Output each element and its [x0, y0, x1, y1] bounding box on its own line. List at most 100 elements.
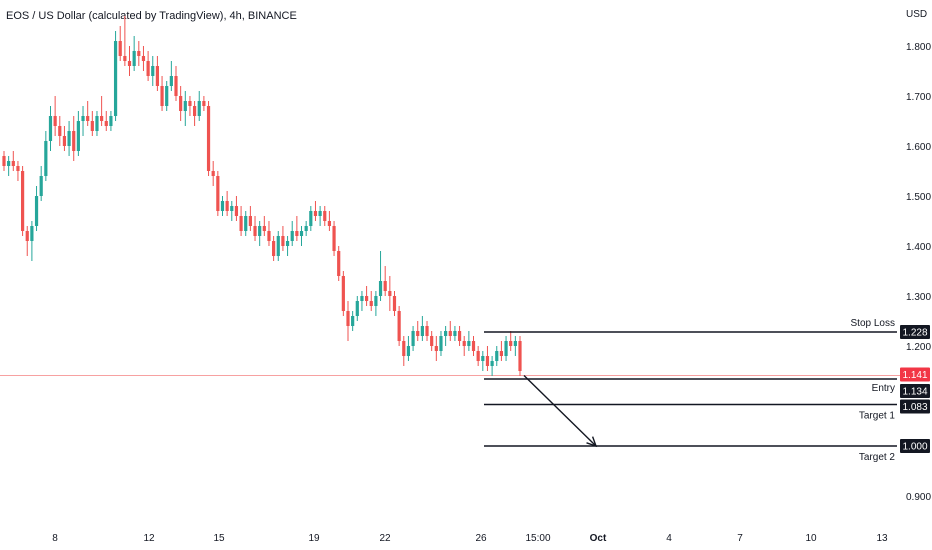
candle-body	[425, 326, 429, 336]
candle-body	[374, 296, 378, 306]
candle-body	[509, 341, 513, 346]
candle-body	[355, 301, 359, 316]
candle-body	[206, 106, 211, 171]
candle-body	[388, 291, 392, 296]
candle-body	[146, 61, 150, 76]
price-tag-label: 1.141	[902, 370, 927, 381]
y-tick-label: 0.900	[906, 492, 931, 503]
price-tag-label: 1.228	[902, 328, 927, 339]
time-axis: 8 12 15 19 22 26 15:00 Oct 4 7 10 13	[52, 533, 888, 544]
candle-body	[364, 296, 369, 301]
candle-body	[123, 56, 127, 61]
x-tick-label: 4	[666, 533, 672, 544]
candle-body	[406, 346, 411, 356]
candle-body	[457, 331, 462, 341]
x-tick-label: 12	[143, 533, 155, 544]
arrow-head	[586, 436, 598, 448]
level-label: Stop Loss	[851, 318, 895, 329]
y-tick-label: 1.700	[906, 92, 931, 103]
candle-body	[211, 171, 215, 176]
x-tick-label: 26	[475, 533, 487, 544]
candle-body	[518, 341, 522, 371]
x-tick-label: 13	[876, 533, 888, 544]
candle-body	[67, 131, 71, 146]
candle-body	[392, 296, 397, 311]
candle-body	[281, 236, 285, 246]
x-tick-label: Oct	[590, 533, 607, 544]
candle-body	[234, 206, 239, 216]
candle-body	[165, 86, 169, 106]
price-tag	[900, 325, 930, 339]
trade-levels: Stop Loss Entry Target 1 Target 2	[484, 318, 897, 463]
candle-body	[48, 116, 53, 141]
price-tag	[900, 399, 930, 414]
candle-body	[285, 241, 290, 246]
y-tick-label: 1.400	[906, 242, 931, 253]
candle-body	[141, 56, 146, 61]
x-tick-label: 10	[805, 533, 817, 544]
candle-body	[299, 231, 304, 236]
candle-body	[420, 326, 424, 336]
x-tick-label: 15:00	[525, 533, 550, 544]
candle-body	[448, 331, 452, 336]
candle-body	[499, 351, 504, 356]
candle-body	[197, 101, 201, 116]
candle-body	[188, 101, 192, 106]
candle-body	[179, 96, 183, 111]
candle-body	[2, 156, 6, 166]
candle-body	[453, 331, 457, 336]
candle-body	[244, 216, 248, 231]
candle-body	[267, 231, 271, 241]
candle-body	[137, 51, 141, 56]
arrow-shaft	[523, 374, 597, 447]
candle-body	[160, 86, 164, 106]
candle-body	[439, 336, 443, 351]
price-tag	[900, 367, 930, 382]
candle-body	[239, 216, 243, 231]
candle-body	[100, 116, 104, 121]
candle-body	[7, 161, 11, 166]
candle-body	[444, 331, 448, 336]
candle-body	[485, 356, 490, 366]
candle-body	[411, 331, 415, 346]
candle-body	[476, 351, 480, 361]
candle-body	[34, 196, 39, 226]
level-label: Target 1	[859, 411, 896, 422]
candle-body	[118, 41, 122, 56]
candle-body	[290, 231, 294, 241]
candle-body	[72, 131, 76, 151]
candle-body	[11, 161, 15, 166]
price-tag-label: 1.134	[902, 387, 927, 398]
candle-body	[76, 121, 80, 151]
candle-body	[313, 211, 318, 216]
candle-body	[341, 276, 345, 311]
chart-title: EOS / US Dollar (calculated by TradingVi…	[6, 10, 297, 22]
candle-body	[169, 76, 173, 86]
candle-body	[62, 136, 67, 146]
candle-body	[258, 226, 262, 236]
candle-body	[471, 341, 476, 351]
candle-body	[20, 171, 25, 231]
x-tick-label: 19	[308, 533, 320, 544]
candle-body	[351, 316, 355, 326]
candle-body	[104, 121, 108, 126]
candle-body	[434, 346, 438, 351]
candle-body	[360, 296, 364, 301]
candle-body	[337, 251, 341, 276]
candle-body	[383, 281, 387, 291]
candle-body	[462, 341, 466, 346]
candle-body	[155, 66, 160, 86]
candle-body	[127, 61, 132, 66]
candle-body	[58, 126, 62, 136]
candle-body	[81, 116, 85, 121]
candle-body	[504, 341, 508, 356]
candle-body	[304, 226, 308, 231]
candle-body	[513, 341, 517, 346]
x-tick-label: 7	[737, 533, 743, 544]
candle-body	[327, 221, 332, 226]
candle-body	[332, 226, 336, 251]
price-tag-label: 1.083	[902, 402, 927, 413]
candle-body	[174, 76, 178, 96]
price-tag	[900, 439, 930, 453]
candle-body	[490, 361, 494, 366]
